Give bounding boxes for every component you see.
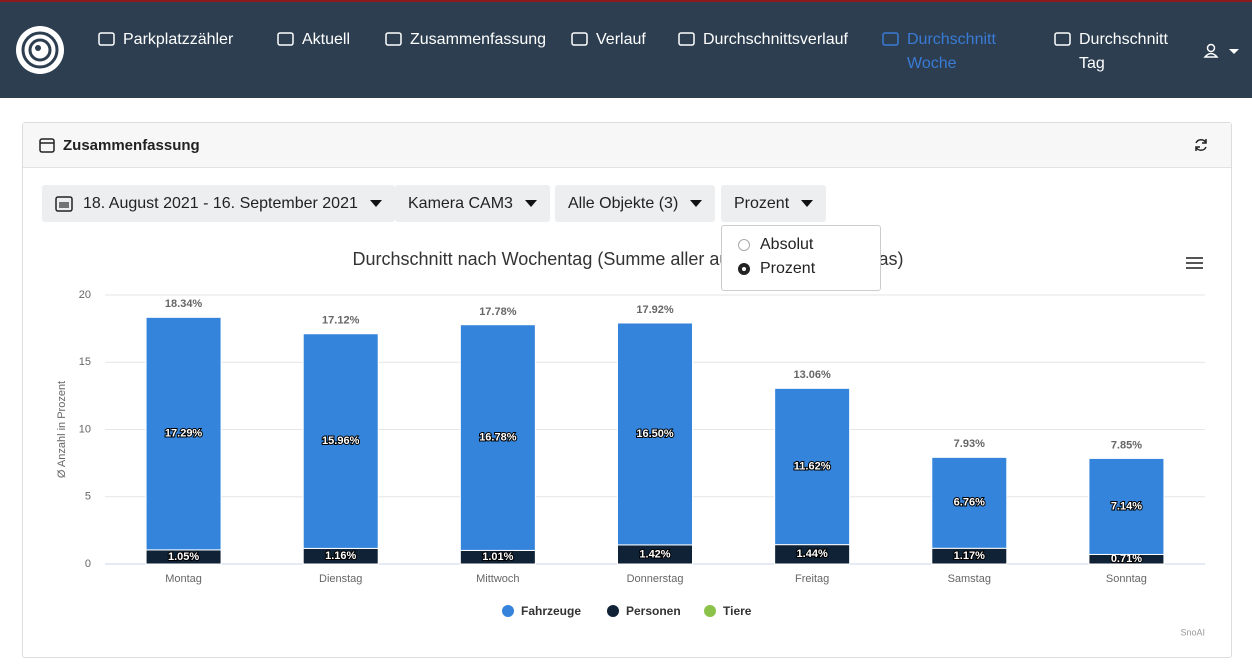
value-label: 1.01%: [482, 551, 513, 563]
navbar: Parkplatzzähler Aktuell Zusammenfassung Ver…: [0, 0, 1252, 98]
filter-label: Alle Objekte (3): [568, 194, 679, 212]
option-label: Absolut: [760, 236, 814, 253]
radio[interactable]: [738, 239, 750, 251]
nav-label: Parkplatzzähler: [123, 31, 234, 48]
bar-segment: [931, 456, 1008, 549]
nav-icon: [1054, 32, 1071, 46]
nav-label: Durchschnittsverlauf: [703, 31, 848, 48]
dropdown-option[interactable]: Prozent: [738, 260, 815, 278]
nav-icon: [882, 32, 899, 46]
legend-label: Personen: [626, 604, 681, 618]
total-label: 17.78%: [479, 306, 517, 318]
date-filter[interactable]: 18. August 2021 - 16. September 2021: [42, 185, 395, 222]
filter-label: Kamera CAM3: [408, 194, 513, 212]
y-tick-label: 5: [85, 491, 91, 503]
nav-label: Durchschnitt Tag: [1079, 31, 1168, 72]
filter-label: Prozent: [734, 194, 790, 212]
legend-label: Tiere: [723, 604, 752, 618]
refresh-button[interactable]: [1193, 137, 1209, 153]
value-label: 1.42%: [639, 548, 670, 560]
nav-icon: [277, 32, 294, 46]
value-label: 7.14%: [1111, 500, 1142, 512]
total-label: 7.85%: [1111, 439, 1142, 451]
nav-item[interactable]: Durchschnitt Tag: [1054, 28, 1184, 76]
nav-item[interactable]: Zusammenfassung: [385, 28, 555, 52]
bar-segment: [774, 387, 851, 546]
camera-filter[interactable]: Kamera CAM3: [395, 185, 550, 222]
value-label: 15.96%: [322, 435, 360, 447]
y-tick-label: 20: [79, 289, 91, 301]
nav-label: Zusammenfassung: [410, 31, 547, 48]
total-label: 7.93%: [954, 438, 985, 450]
calendar-icon: [55, 195, 73, 212]
value-label: 16.78%: [479, 431, 517, 443]
nav-label: Aktuell: [302, 31, 351, 48]
y-axis-label: Ø Anzahl in Prozent: [56, 381, 68, 478]
panel-header: Zusammenfassung: [23, 123, 1231, 168]
nav-label: Durchschnitt Woche: [907, 31, 996, 72]
value-label: 1.05%: [168, 551, 199, 563]
object-filter[interactable]: Alle Objekte (3): [555, 185, 716, 222]
legend-marker: [704, 605, 716, 617]
bar-segment: [145, 316, 222, 551]
legend-marker: [502, 605, 514, 617]
nav-icon: [98, 32, 115, 46]
bar-segment: [459, 324, 536, 551]
value-label: 1.44%: [797, 548, 828, 560]
x-tick-label: Montag: [165, 573, 202, 585]
option-label: Prozent: [760, 260, 816, 277]
bar-segment: [1088, 457, 1165, 555]
mode-filter[interactable]: Prozent: [721, 185, 827, 222]
calendar-icon: [39, 138, 55, 153]
nav-icon: [571, 32, 588, 46]
nav-item[interactable]: Durchschnitt Woche: [882, 28, 1012, 76]
x-tick-label: Dienstag: [319, 573, 362, 585]
x-tick-label: Sonntag: [1106, 573, 1147, 585]
y-tick-label: 0: [85, 558, 91, 570]
panel: Zusammenfassung: [22, 122, 1232, 658]
nav-item[interactable]: Durchschnittsverlauf: [678, 28, 868, 52]
total-label: 17.92%: [636, 304, 674, 316]
nav-icon: [385, 32, 402, 46]
dropdown-option[interactable]: Absolut: [738, 236, 813, 254]
x-tick-label: Donnerstag: [627, 573, 684, 585]
credit: SnoAI: [1180, 627, 1205, 637]
total-label: 18.34%: [165, 298, 203, 310]
x-tick-label: Mittwoch: [476, 573, 519, 585]
value-label: 17.29%: [165, 428, 203, 440]
nav-label: Verlauf: [596, 31, 646, 48]
nav-item[interactable]: Parkplatzzähler: [98, 28, 238, 52]
nav-item[interactable]: Aktuell: [277, 28, 367, 52]
nav-item[interactable]: Verlauf: [571, 28, 661, 52]
user-menu[interactable]: [1203, 42, 1243, 62]
total-label: 17.12%: [322, 315, 360, 327]
radio[interactable]: [738, 263, 750, 275]
export-menu[interactable]: [1186, 257, 1203, 269]
value-label: 16.50%: [636, 428, 674, 440]
value-label: 1.17%: [954, 550, 985, 562]
value-label: 6.76%: [954, 497, 985, 509]
total-label: 13.06%: [793, 369, 831, 381]
mode-dropdown: Absolut Prozent: [721, 225, 881, 291]
value-label: 1.16%: [325, 550, 356, 562]
x-tick-label: Samstag: [948, 573, 991, 585]
y-tick-label: 15: [79, 356, 91, 368]
panel-title: Zusammenfassung: [63, 136, 200, 154]
x-tick-label: Freitag: [795, 573, 829, 585]
filter-label: 18. August 2021 - 16. September 2021: [83, 194, 358, 212]
logo[interactable]: [14, 24, 66, 76]
value-label: 0.71%: [1111, 553, 1142, 565]
nav-icon: [678, 32, 695, 46]
y-tick-label: 10: [79, 423, 91, 435]
bar-segment: [617, 322, 693, 546]
value-label: 11.62%: [794, 460, 831, 472]
bar-segment: [302, 333, 379, 549]
legend-label: Fahrzeuge: [521, 604, 581, 618]
legend-marker: [607, 605, 619, 617]
